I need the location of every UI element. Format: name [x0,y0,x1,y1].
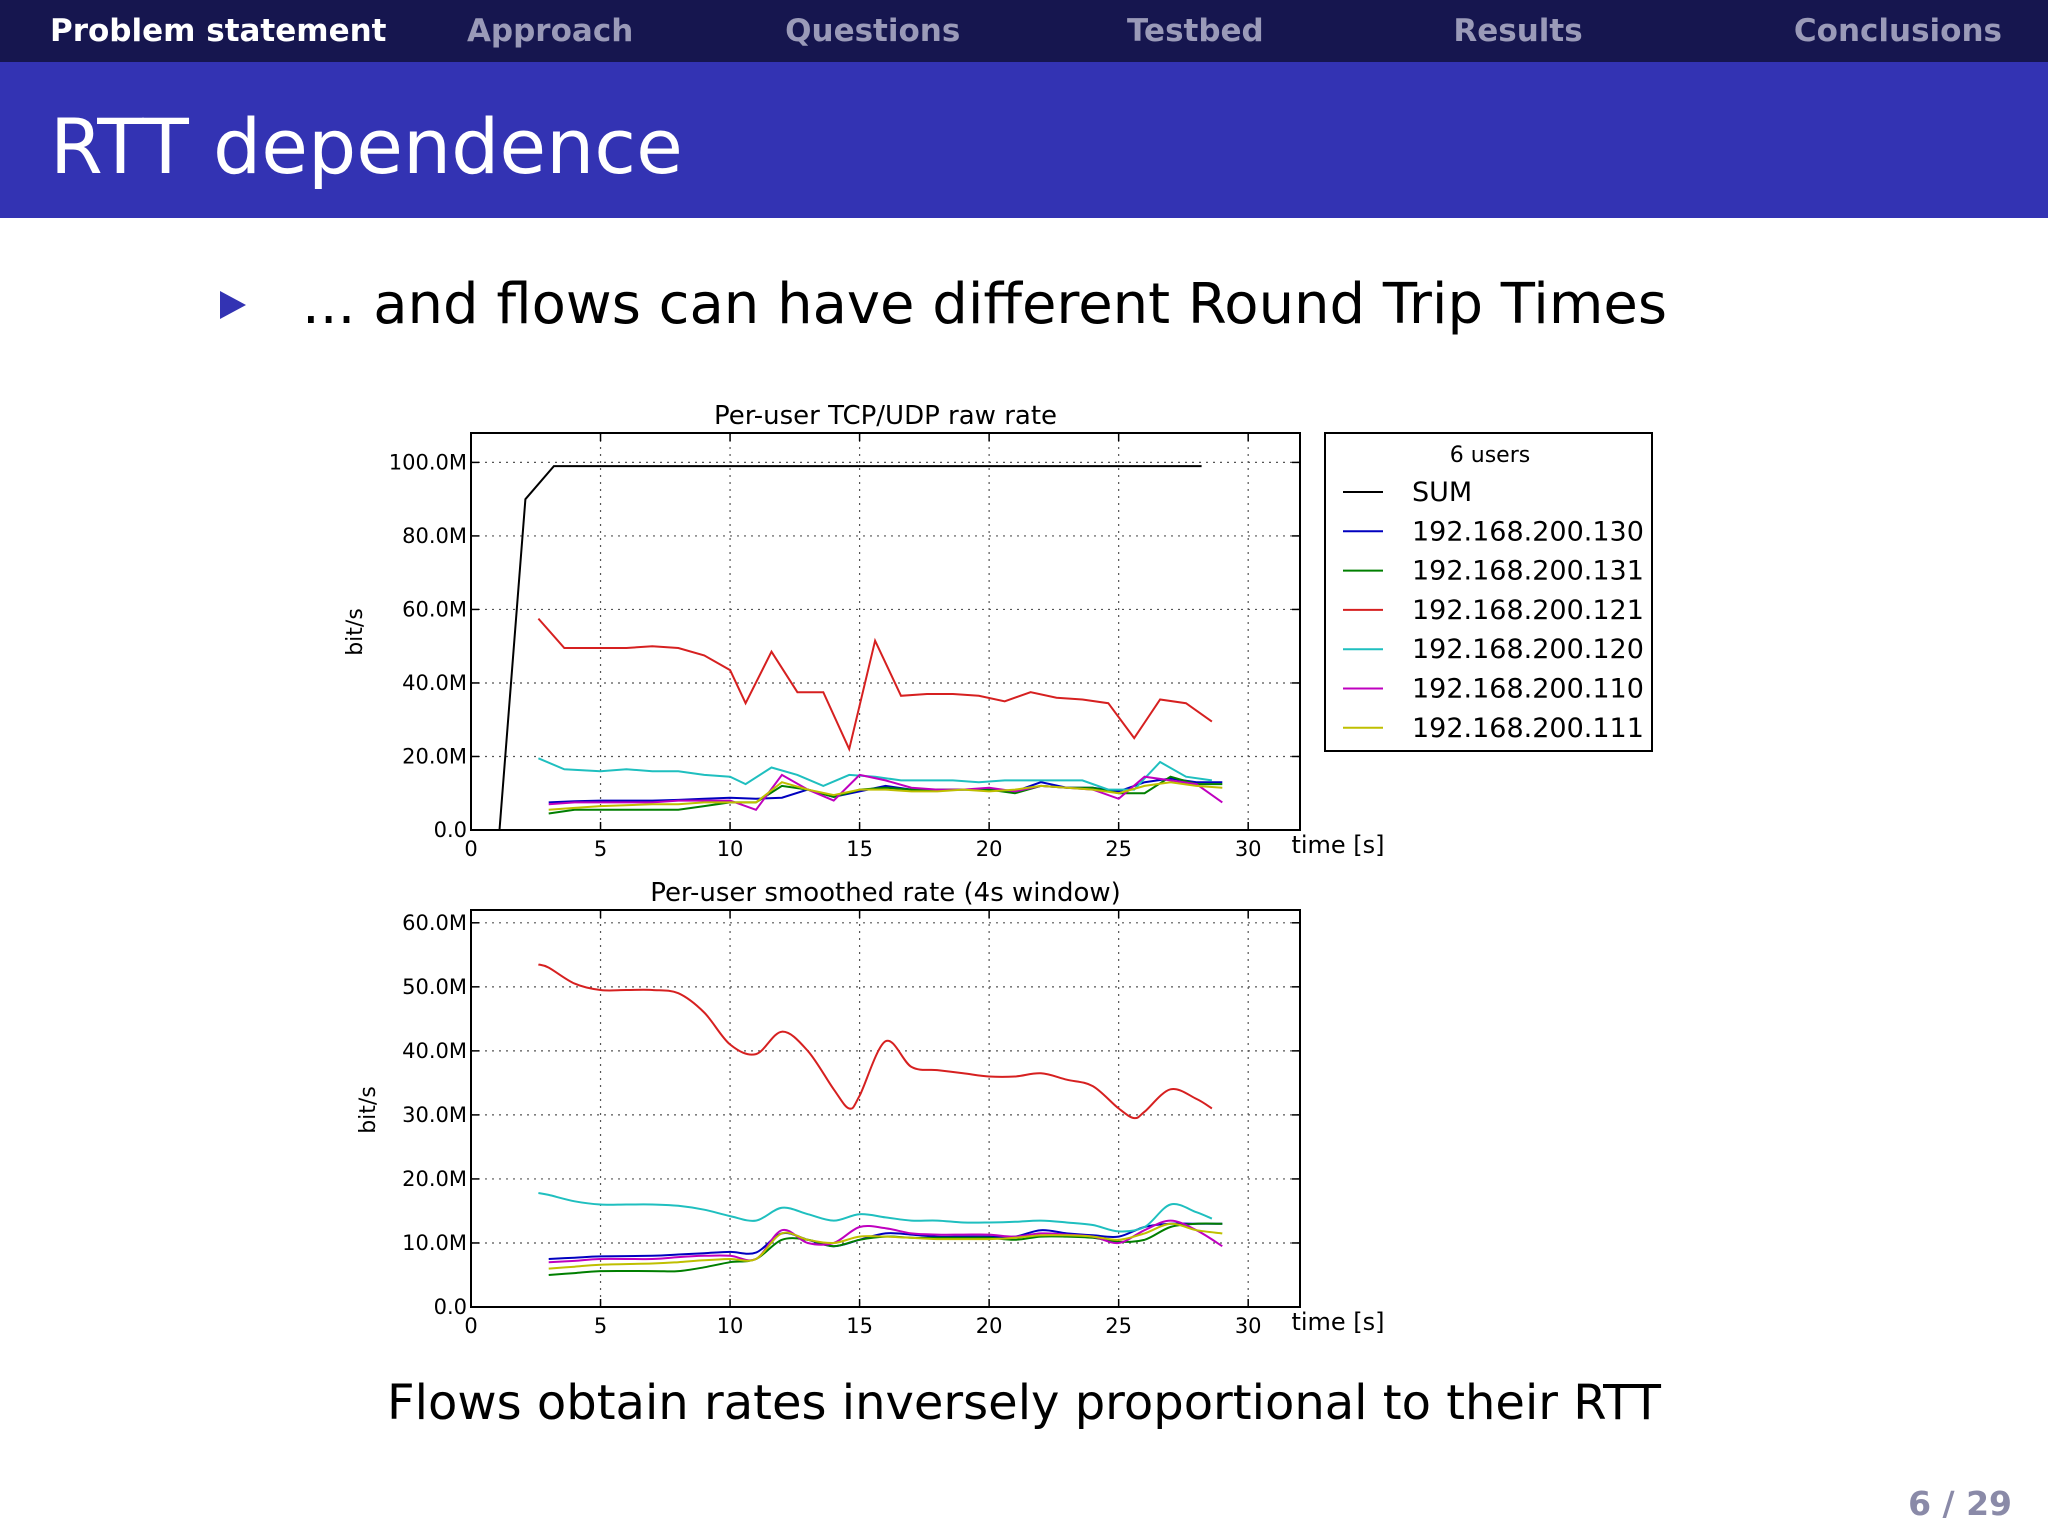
nav-item-problem-statement[interactable]: Problem statement [50,13,387,49]
x-tick-label: 15 [846,837,873,861]
y-tick-label: 50.0M [402,975,467,999]
nav-item-approach[interactable]: Approach [466,13,634,49]
legend-entry-192-168-200-111: 192.168.200.111 [1412,713,1644,744]
nav-item-testbed[interactable]: Testbed [1127,13,1264,49]
raw-rate-chart: 0 5 10 15 20 25 30 0.0 20.0M 40.0M 60.0M 80.0M 100.0… [343,401,1385,861]
series-line-192-168-200-130 [548,1222,1223,1260]
x-tick-label: 0 [464,837,477,861]
legend-entry-192-168-200-110: 192.168.200.110 [1412,674,1644,705]
y-tick-label: 0.0 [434,1295,467,1319]
series-line-192-168-200-121 [538,963,1213,1120]
smoothed-rate-chart: 0 5 10 15 20 25 30 0.0 10.0M 20.0M 30.0M 40.0M 50.0M… [356,878,1385,1338]
y-tick-label: 60.0M [402,911,467,935]
x-axis-label: time [s] [1291,831,1384,859]
bullet-point: ... and flows can have different Round T… [220,272,1667,337]
y-tick-label: 20.0M [402,1167,467,1191]
x-tick-label: 20 [976,837,1003,861]
x-tick-label: 5 [594,837,607,861]
legend-entry-192-168-200-120: 192.168.200.120 [1412,634,1644,665]
legend-frame [1324,432,1653,752]
y-tick-label: 10.0M [402,1231,467,1255]
series-line-192-168-200-111 [548,781,1223,811]
x-tick-label: 15 [846,1314,873,1338]
section-navbar: Problem statement Approach Questions Tes… [0,0,2048,62]
legend-entry-192-168-200-130: 192.168.200.130 [1412,516,1644,547]
nav-item-conclusions[interactable]: Conclusions [1793,13,2002,49]
conclusion-text: Flows obtain rates inversely proportiona… [387,1375,1661,1431]
legend-entry-sum: SUM [1412,477,1472,508]
plot-frame [470,909,1301,1308]
x-tick-label: 10 [717,1314,744,1338]
nav-item-questions[interactable]: Questions [785,13,961,49]
x-tick-label: 20 [976,1314,1003,1338]
y-tick-label: 30.0M [402,1103,467,1127]
series-line-192-168-200-120 [538,1192,1213,1233]
x-tick-label: 5 [594,1314,607,1338]
title-bar: RTT dependence [0,62,2048,218]
x-tick-label: 30 [1235,1314,1262,1338]
slide-title: RTT dependence [50,102,683,191]
y-tick-label: 40.0M [402,1039,467,1063]
y-axis-label: bit/s [343,608,368,656]
legend-title: 6 users [1450,443,1530,468]
x-tick-label: 30 [1235,837,1262,861]
x-tick-label: 0 [464,1314,477,1338]
bullet-text: ... and flows can have different Round T… [302,272,1668,337]
series-line-192-168-200-111 [548,1222,1223,1270]
nav-item-results[interactable]: Results [1453,13,1583,49]
series-line-sum [498,465,1202,831]
triangle-bullet-icon [220,290,246,319]
y-tick-label: 80.0M [402,524,467,548]
series-line-192-168-200-120 [538,757,1213,791]
page-number: 6 / 29 [1908,1484,2012,1523]
legend-entry-192-168-200-121: 192.168.200.121 [1412,595,1644,626]
legend-entry-192-168-200-131: 192.168.200.131 [1412,556,1644,587]
chart-legend: 6 users SUM 192.168.200.130 192.168.200.131… [1324,432,1653,752]
y-tick-label: 40.0M [402,671,467,695]
y-tick-label: 100.0M [389,450,467,474]
x-tick-label: 25 [1105,1314,1132,1338]
x-tick-label: 25 [1105,837,1132,861]
series-line-192-168-200-110 [548,773,1223,811]
series-line-192-168-200-121 [537,617,1213,753]
series-line-192-168-200-131 [548,775,1223,815]
y-axis-label: bit/s [356,1086,381,1134]
series-line-192-168-200-110 [548,1219,1223,1264]
chart-title: Per-user smoothed rate (4s window) [650,878,1121,908]
plot-frame [470,432,1301,831]
y-tick-label: 60.0M [402,597,467,621]
x-tick-label: 10 [717,837,744,861]
y-tick-label: 20.0M [402,744,467,768]
chart-title: Per-user TCP/UDP raw rate [714,401,1057,431]
y-tick-label: 0.0 [434,818,467,842]
x-axis-label: time [s] [1291,1308,1384,1336]
